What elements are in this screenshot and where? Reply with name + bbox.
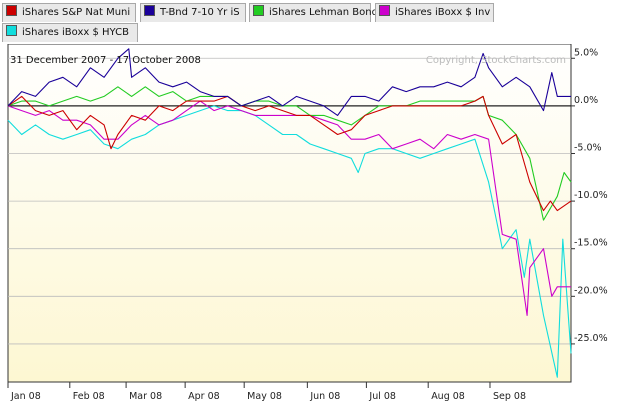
- x-tick-label: Jul 08: [368, 391, 396, 402]
- legend-swatch: [253, 5, 264, 16]
- series-line: [7, 95, 572, 212]
- copyright-text: Copyright, StockCharts.com: [426, 55, 566, 66]
- x-tick-label: Jun 08: [309, 391, 340, 402]
- legend-item[interactable]: iShares Lehman Bond: [249, 3, 378, 22]
- legend-label: iShares Lehman Bond: [269, 7, 378, 18]
- x-tick-label: May 08: [247, 391, 282, 402]
- plot-area: [7, 44, 572, 383]
- y-tick-label: -5.0%: [574, 142, 602, 153]
- series-line: [7, 105, 572, 378]
- legend-item[interactable]: iShares iBoxx $ HYCB: [2, 23, 138, 42]
- legend-label: iShares iBoxx $ Inv: [395, 7, 491, 18]
- x-tick-label: Sep 08: [493, 391, 526, 402]
- legend-item[interactable]: iShares iBoxx $ Inv: [375, 3, 494, 22]
- x-tick-label: Jan 08: [10, 391, 41, 402]
- y-tick-label: 0.0%: [574, 95, 598, 106]
- legend-swatch: [6, 25, 17, 36]
- y-tick-label: 5.0%: [574, 47, 598, 58]
- x-axis: Jan 08 Feb 08 Mar 08 Apr 08 May 08 Jun 08 Jul …: [7, 382, 526, 402]
- legend-item[interactable]: T-Bnd 7-10 Yr iS: [140, 3, 246, 22]
- line-chart: 31 December 2007 - 17 October 2008 Copyr…: [7, 44, 608, 402]
- y-axis: 5.0% 0.0% -5.0% -10.0% -15.0% -20.0% -25.0%: [571, 47, 608, 345]
- legend-label: iShares S&P Nat Muni: [22, 7, 131, 18]
- x-tick-label: Feb 08: [73, 391, 105, 402]
- y-tick-label: -15.0%: [574, 238, 608, 249]
- x-tick-label: Apr 08: [188, 391, 220, 402]
- y-tick-label: -20.0%: [574, 285, 608, 296]
- legend-swatch: [144, 5, 155, 16]
- x-tick-label: Mar 08: [129, 391, 162, 402]
- legend-swatch: [6, 5, 17, 16]
- legend-swatch: [379, 5, 390, 16]
- y-tick-label: -25.0%: [574, 333, 608, 344]
- legend-label: T-Bnd 7-10 Yr iS: [160, 7, 240, 18]
- y-tick-label: -10.0%: [574, 190, 608, 201]
- series-layer: [7, 48, 572, 378]
- grid-lines: [8, 57, 571, 345]
- legend-label: iShares iBoxx $ HYCB: [22, 27, 129, 38]
- legend-item[interactable]: iShares S&P Nat Muni: [2, 3, 136, 22]
- series-line: [7, 48, 571, 116]
- legend: iShares S&P Nat Muni T-Bnd 7-10 Yr iS iS…: [0, 0, 618, 44]
- date-range: 31 December 2007 - 17 October 2008: [10, 55, 201, 66]
- x-tick-label: Aug 08: [431, 391, 465, 402]
